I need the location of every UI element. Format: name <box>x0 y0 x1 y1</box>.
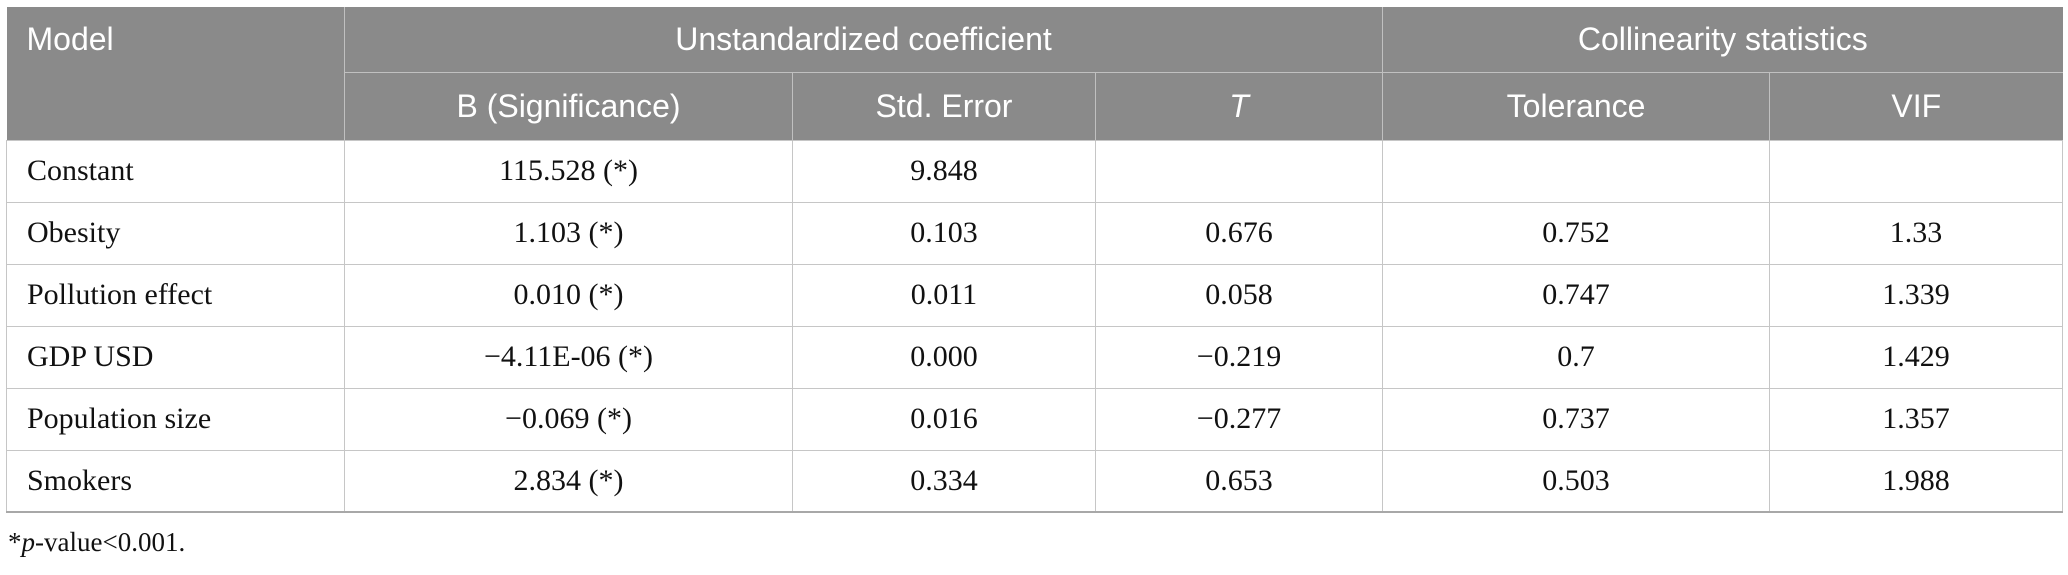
cell-vif: 1.33 <box>1769 201 2064 265</box>
column-header-vif: VIF <box>1769 72 2063 140</box>
cell-model: Population size <box>6 387 345 451</box>
footnote-asterisk: * <box>8 527 22 557</box>
cell-t: 0.653 <box>1094 449 1384 513</box>
column-header-tolerance: Tolerance <box>1382 72 1771 140</box>
cell-t: 0.058 <box>1094 263 1384 327</box>
regression-coefficients-table: Model Unstandardized coefficient Colline… <box>6 7 2064 513</box>
cell-b: 2.834 (*) <box>344 449 793 513</box>
cell-std-error: 0.000 <box>792 325 1096 389</box>
cell-tolerance: 0.752 <box>1382 201 1771 265</box>
cell-vif: 1.339 <box>1769 263 2064 327</box>
cell-b: 0.010 (*) <box>344 263 793 327</box>
cell-t <box>1094 139 1384 203</box>
cell-std-error: 0.011 <box>792 263 1096 327</box>
paper-table-figure: Model Unstandardized coefficient Colline… <box>0 7 2068 575</box>
table-footnote: *p-value<0.001. <box>8 527 2068 558</box>
column-header-b-significance: B (Significance) <box>344 72 793 140</box>
cell-t: −0.277 <box>1094 387 1384 451</box>
table-row-gdp-usd: GDP USD −4.11E-06 (*) 0.000 −0.219 0.7 1… <box>6 325 2064 389</box>
cell-model: Obesity <box>6 201 345 265</box>
group-header-collinearity-statistics: Collinearity statistics <box>1382 7 2063 73</box>
cell-tolerance: 0.737 <box>1382 387 1771 451</box>
cell-b: 1.103 (*) <box>344 201 793 265</box>
footnote-p-symbol: p <box>21 527 36 557</box>
cell-model: Constant <box>6 139 345 203</box>
table-body: Constant 115.528 (*) 9.848 Obesity 1.103… <box>6 139 2064 513</box>
column-header-std-error: Std. Error <box>792 72 1096 140</box>
cell-std-error: 9.848 <box>792 139 1096 203</box>
cell-b: 115.528 (*) <box>344 139 793 203</box>
cell-model: GDP USD <box>6 325 345 389</box>
cell-vif: 1.357 <box>1769 387 2064 451</box>
cell-vif: 1.988 <box>1769 449 2064 513</box>
cell-std-error: 0.103 <box>792 201 1096 265</box>
cell-t: −0.219 <box>1094 325 1384 389</box>
cell-tolerance: 0.503 <box>1382 449 1771 513</box>
cell-std-error: 0.334 <box>792 449 1096 513</box>
cell-model: Pollution effect <box>6 263 345 327</box>
cell-std-error: 0.016 <box>792 387 1096 451</box>
cell-b: −4.11E-06 (*) <box>344 325 793 389</box>
cell-tolerance: 0.7 <box>1382 325 1771 389</box>
table-row-pollution-effect: Pollution effect 0.010 (*) 0.011 0.058 0… <box>6 263 2064 327</box>
cell-b: −0.069 (*) <box>344 387 793 451</box>
cell-t: 0.676 <box>1094 201 1384 265</box>
table-header: Model Unstandardized coefficient Colline… <box>6 7 2063 140</box>
group-header-unstandardized-coefficient: Unstandardized coefficient <box>344 7 1384 73</box>
column-header-t: T <box>1095 72 1384 140</box>
table-row-constant: Constant 115.528 (*) 9.848 <box>6 139 2064 203</box>
cell-model: Smokers <box>6 449 345 513</box>
cell-vif <box>1769 139 2064 203</box>
table-row-smokers: Smokers 2.834 (*) 0.334 0.653 0.503 1.98… <box>6 449 2064 513</box>
cell-tolerance <box>1382 139 1771 203</box>
footnote-text: -value<0.001. <box>35 527 186 557</box>
cell-vif: 1.429 <box>1769 325 2064 389</box>
column-header-model: Model <box>6 7 345 140</box>
table-row-population-size: Population size −0.069 (*) 0.016 −0.277 … <box>6 387 2064 451</box>
table-row-obesity: Obesity 1.103 (*) 0.103 0.676 0.752 1.33 <box>6 201 2064 265</box>
cell-tolerance: 0.747 <box>1382 263 1771 327</box>
